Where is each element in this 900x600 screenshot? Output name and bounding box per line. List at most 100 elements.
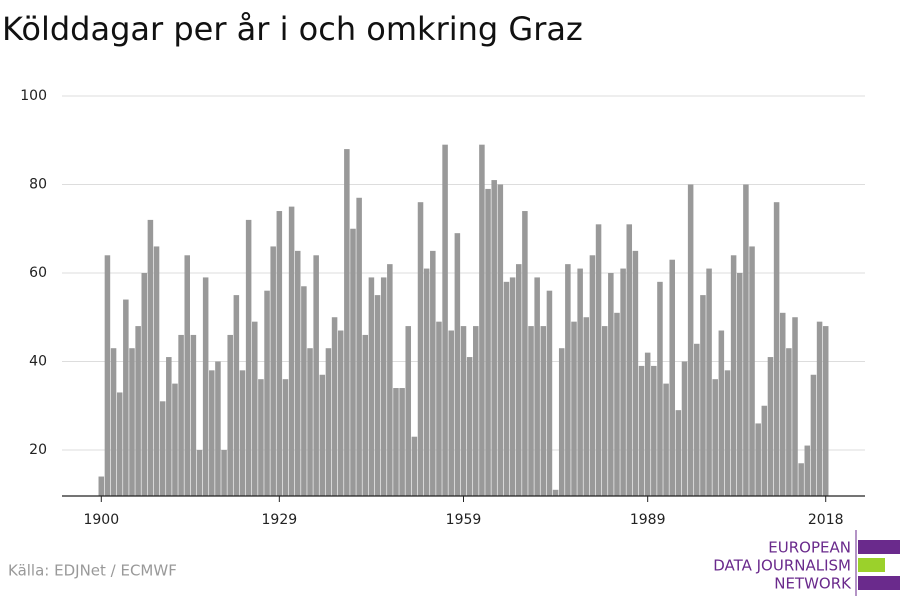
- bar: [166, 357, 172, 496]
- bar: [509, 277, 516, 496]
- bar: [497, 184, 504, 496]
- bar: [153, 246, 160, 496]
- bar: [252, 321, 258, 496]
- y-tick-label: 40: [29, 353, 47, 369]
- bar: [620, 268, 626, 496]
- bar: [473, 326, 479, 496]
- bar: [485, 188, 491, 496]
- bar: [110, 348, 117, 496]
- bar: [196, 449, 203, 496]
- bar: [558, 348, 565, 496]
- bar: [638, 365, 645, 496]
- bar: [663, 383, 669, 496]
- bar: [644, 352, 651, 496]
- bar: [454, 233, 461, 496]
- bar: [276, 211, 283, 496]
- bar: [442, 144, 448, 497]
- bar: [264, 290, 270, 496]
- bar: [202, 277, 209, 496]
- bar: [380, 277, 387, 496]
- bar: [608, 272, 614, 496]
- bar: [755, 423, 761, 496]
- bar: [258, 379, 264, 496]
- bar: [632, 250, 639, 496]
- bar: [773, 202, 780, 496]
- logo-bar: [858, 576, 900, 590]
- x-tick-label: 2018: [808, 512, 844, 528]
- bar: [172, 383, 178, 496]
- bar: [411, 436, 418, 496]
- bar: [577, 268, 583, 496]
- bar: [387, 264, 393, 496]
- y-tick-label: 80: [29, 176, 47, 192]
- bar: [123, 299, 129, 496]
- bar: [147, 219, 154, 496]
- bar: [589, 255, 596, 496]
- bar: [810, 374, 817, 496]
- y-tick-label: 100: [20, 88, 47, 104]
- bar: [515, 264, 522, 496]
- bar: [503, 281, 510, 496]
- bar: [184, 255, 191, 496]
- bar: [552, 489, 559, 496]
- bar: [718, 330, 725, 496]
- bar: [626, 224, 633, 496]
- bar: [540, 326, 547, 496]
- bar: [798, 463, 804, 496]
- x-tick-label: 1900: [83, 512, 119, 528]
- bar: [178, 334, 184, 496]
- bar: [669, 259, 675, 496]
- bar: [736, 272, 743, 496]
- bar: [767, 357, 774, 496]
- bar: [362, 334, 369, 496]
- logo-text: EUROPEAN: [768, 539, 851, 557]
- bar: [350, 228, 356, 497]
- bar: [141, 272, 148, 496]
- logo-text: NETWORK: [774, 575, 852, 593]
- bar: [522, 211, 528, 496]
- y-tick-label: 20: [29, 442, 47, 458]
- bar: [687, 184, 694, 496]
- bar: [159, 401, 166, 496]
- bar: [227, 334, 233, 496]
- bar: [792, 317, 798, 496]
- logo-bar: [858, 558, 885, 572]
- bar: [209, 370, 215, 496]
- bar: [583, 317, 590, 496]
- bar: [601, 326, 608, 496]
- bar: [491, 180, 497, 496]
- bar: [233, 295, 240, 496]
- bar: [356, 197, 362, 497]
- bar: [294, 250, 301, 496]
- bar: [417, 202, 424, 496]
- bar: [749, 246, 755, 496]
- chart-title: Kölddagar per år i och omkring Graz: [2, 10, 583, 48]
- x-tick-label: 1959: [446, 512, 482, 528]
- source: Källa: EDJNet / ECMWF: [8, 562, 177, 580]
- bar: [816, 321, 823, 496]
- bar: [374, 295, 381, 496]
- bar: [706, 268, 712, 496]
- bar: [779, 312, 786, 496]
- bar: [546, 290, 553, 496]
- bar: [325, 348, 332, 496]
- bar: [571, 321, 577, 496]
- bar: [98, 476, 105, 496]
- bar: [405, 326, 412, 496]
- bar: [479, 144, 485, 497]
- bar: [651, 365, 657, 496]
- bar: [460, 326, 467, 496]
- bar: [657, 281, 663, 496]
- bar: [245, 219, 252, 496]
- bar: [700, 295, 706, 496]
- bar: [694, 343, 700, 496]
- bar: [466, 357, 473, 496]
- bar: [337, 330, 344, 496]
- bar: [534, 277, 540, 496]
- bar: [221, 449, 227, 496]
- bar: [116, 392, 123, 496]
- bar: [712, 379, 718, 496]
- bar: [331, 317, 338, 496]
- logo-bar: [858, 540, 900, 554]
